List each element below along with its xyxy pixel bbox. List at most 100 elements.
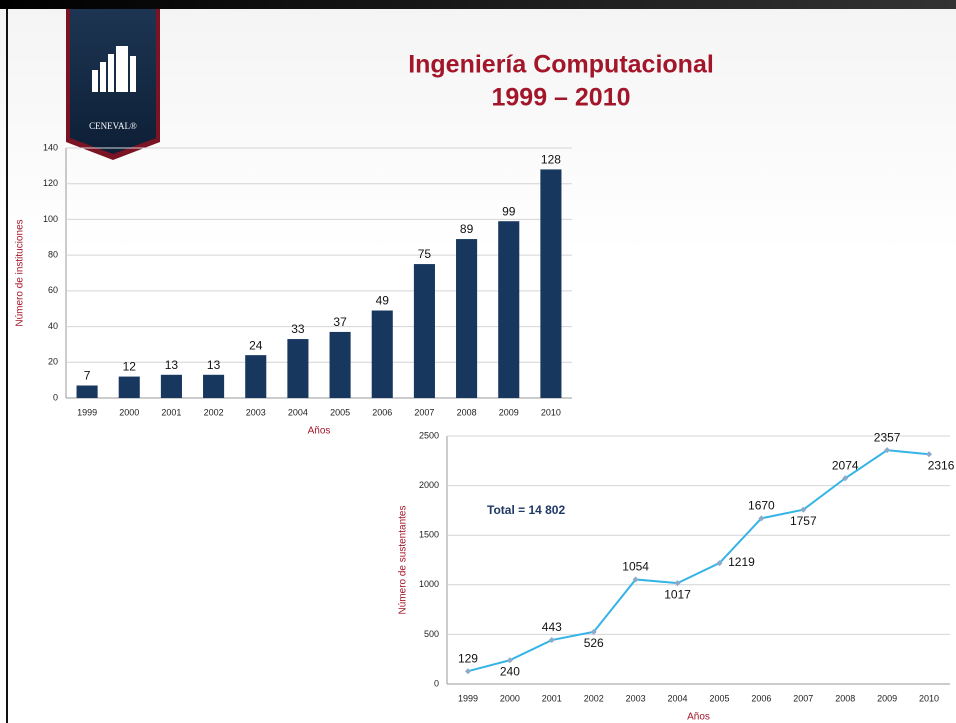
bar xyxy=(413,264,435,398)
x-tick-label: 2008 xyxy=(457,407,477,417)
data-label: 129 xyxy=(458,651,478,665)
bar xyxy=(329,331,351,398)
data-label: 7 xyxy=(84,369,91,383)
data-label: 1757 xyxy=(790,514,817,528)
y-axis-label: Número de sustentantes xyxy=(398,506,409,615)
x-axis-label: Años xyxy=(687,712,710,723)
bar xyxy=(540,169,562,398)
x-tick-label: 2002 xyxy=(204,407,224,417)
y-tick-label: 2000 xyxy=(419,480,439,490)
marker xyxy=(800,506,807,513)
bar xyxy=(118,376,140,398)
data-label: 99 xyxy=(502,204,516,218)
x-tick-label: 2000 xyxy=(500,693,520,703)
x-tick-label: 2006 xyxy=(372,407,392,417)
x-tick-label: 2010 xyxy=(919,693,939,703)
data-label: 24 xyxy=(249,338,263,352)
marker xyxy=(674,580,681,587)
marker xyxy=(590,628,597,635)
data-label: 89 xyxy=(460,222,474,236)
marker xyxy=(926,451,933,458)
data-label: 49 xyxy=(376,294,390,308)
bar xyxy=(371,310,393,398)
marker xyxy=(548,637,555,644)
x-tick-label: 2009 xyxy=(877,693,897,703)
data-label: 240 xyxy=(500,664,520,678)
data-label: 75 xyxy=(418,247,432,261)
bar xyxy=(245,355,267,398)
data-label: 526 xyxy=(584,636,604,650)
marker xyxy=(632,576,639,583)
x-tick-label: 2003 xyxy=(246,407,266,417)
logo: CENEVAL® xyxy=(66,9,160,160)
data-label: 1017 xyxy=(664,587,691,601)
marker xyxy=(884,447,891,454)
data-label: 128 xyxy=(541,153,561,167)
data-label: 2074 xyxy=(832,458,859,472)
x-tick-label: 2004 xyxy=(288,407,308,417)
y-tick-label: 1500 xyxy=(419,530,439,540)
x-axis-label: Años xyxy=(308,426,331,437)
y-tick-label: 0 xyxy=(434,678,439,688)
x-tick-label: 2007 xyxy=(414,407,434,417)
x-tick-label: 2001 xyxy=(542,693,562,703)
y-tick-label: 20 xyxy=(48,357,58,367)
x-tick-label: 2000 xyxy=(119,407,139,417)
x-tick-label: 1999 xyxy=(458,693,478,703)
x-tick-label: 2007 xyxy=(793,693,813,703)
x-tick-label: 2001 xyxy=(161,407,181,417)
data-label: 1670 xyxy=(748,499,775,513)
line xyxy=(467,449,930,673)
y-tick-label: 500 xyxy=(424,629,439,639)
x-tick-label: 2006 xyxy=(751,693,771,703)
data-label: 12 xyxy=(123,360,137,374)
y-tick-label: 1000 xyxy=(419,579,439,589)
annotation: Total = 14 802 xyxy=(487,503,565,517)
y-tick-label: 2500 xyxy=(419,430,439,440)
slide-subtitle: 1999 – 2010 xyxy=(491,84,630,112)
data-label: 2357 xyxy=(874,430,901,444)
marker xyxy=(506,657,513,664)
marker xyxy=(842,475,849,482)
bar xyxy=(76,385,98,398)
x-tick-label: 2004 xyxy=(668,693,688,703)
bar xyxy=(203,374,225,398)
bar xyxy=(498,221,520,398)
slide-title: Ingeniería Computacional xyxy=(408,51,714,79)
data-label: 37 xyxy=(333,315,347,329)
y-tick-label: 140 xyxy=(43,142,58,152)
x-tick-label: 2005 xyxy=(709,693,729,703)
data-label: 1054 xyxy=(622,560,649,574)
bar xyxy=(456,239,478,398)
marker xyxy=(758,515,765,522)
marker xyxy=(464,668,471,675)
y-axis-label: Número de instituciones xyxy=(15,219,26,326)
x-tick-label: 1999 xyxy=(77,407,97,417)
data-label: 2316 xyxy=(928,458,955,472)
y-tick-label: 40 xyxy=(48,321,58,331)
y-tick-label: 120 xyxy=(43,178,58,188)
x-tick-label: 2008 xyxy=(835,693,855,703)
left-border xyxy=(6,9,8,723)
y-tick-label: 100 xyxy=(43,214,58,224)
x-tick-label: 2005 xyxy=(330,407,350,417)
data-label: 443 xyxy=(542,620,562,634)
x-tick-label: 2002 xyxy=(584,693,604,703)
y-tick-label: 0 xyxy=(53,392,58,402)
x-tick-label: 2003 xyxy=(626,693,646,703)
logo-emblem xyxy=(92,46,136,92)
bar xyxy=(287,339,309,398)
data-label: 13 xyxy=(207,358,221,372)
marker xyxy=(716,560,723,567)
y-tick-label: 80 xyxy=(48,250,58,260)
data-label: 13 xyxy=(165,358,179,372)
x-tick-label: 2010 xyxy=(541,407,561,417)
data-label: 33 xyxy=(291,322,305,336)
y-tick-label: 60 xyxy=(48,285,58,295)
logo-text: CENEVAL® xyxy=(89,121,137,131)
data-label: 1219 xyxy=(728,555,755,569)
x-tick-label: 2009 xyxy=(499,407,519,417)
top-band xyxy=(0,0,956,9)
bar xyxy=(160,374,182,398)
